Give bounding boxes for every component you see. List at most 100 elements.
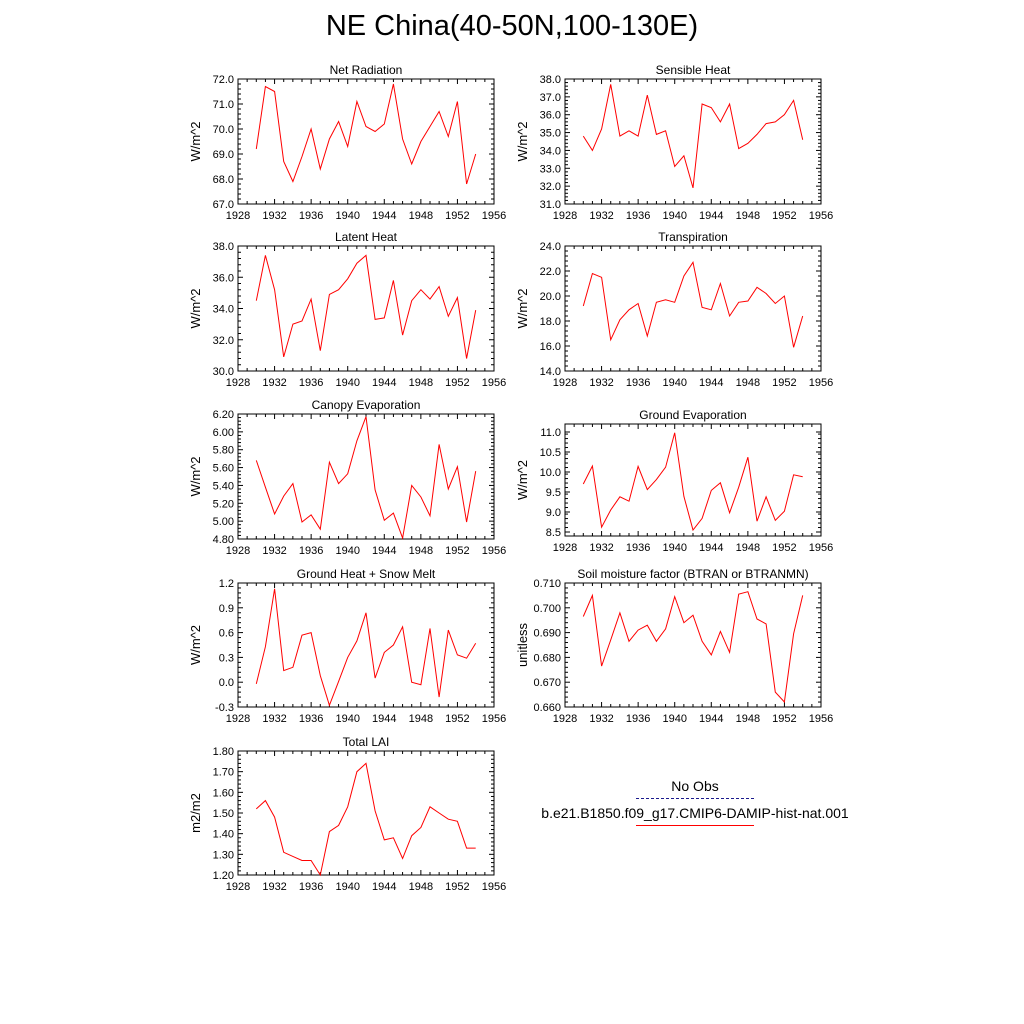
x-tick-label: 1948	[736, 210, 760, 222]
y-axis-label: W/m^2	[188, 625, 203, 665]
chart-title: Soil moisture factor (BTRAN or BTRANMN)	[577, 567, 808, 581]
chart-title: Ground Heat + Snow Melt	[297, 567, 436, 581]
x-tick-label: 1956	[809, 713, 833, 725]
x-tick-label: 1956	[482, 377, 506, 389]
x-tick-label: 1952	[772, 210, 796, 222]
y-tick-label: 34.0	[540, 145, 561, 157]
x-tick-label: 1948	[736, 713, 760, 725]
y-tick-label: 8.5	[546, 527, 561, 539]
y-axis-label: W/m^2	[515, 121, 530, 161]
chart-panel-6: Ground Evaporation W/m^2 1928 1932 1936 1940 1…	[515, 408, 833, 554]
y-tick-label: 5.40	[213, 480, 234, 492]
x-tick-label: 1940	[335, 713, 359, 725]
y-tick-label: 0.710	[533, 578, 561, 590]
y-tick-label: 30.0	[213, 366, 234, 378]
chart-title: Net Radiation	[330, 63, 403, 77]
x-tick-label: 1940	[335, 210, 359, 222]
y-tick-label: 24.0	[540, 241, 561, 253]
x-tick-label: 1932	[262, 545, 286, 557]
y-tick-label: 38.0	[540, 74, 561, 86]
y-tick-label: 72.0	[213, 74, 234, 86]
y-axis-label: W/m^2	[188, 288, 203, 328]
x-tick-label: 1940	[662, 377, 686, 389]
chart-title: Ground Evaporation	[639, 408, 746, 422]
y-tick-label: 5.00	[213, 516, 234, 528]
x-tick-label: 1948	[409, 210, 433, 222]
y-tick-label: 1.50	[213, 808, 234, 820]
y-axis-label: W/m^2	[188, 121, 203, 161]
plot-frame	[237, 78, 495, 205]
x-tick-label: 1952	[445, 377, 469, 389]
y-tick-label: 9.5	[546, 487, 561, 499]
x-tick-label: 1952	[445, 713, 469, 725]
y-tick-label: 1.40	[213, 829, 234, 841]
y-tick-label: 35.0	[540, 128, 561, 140]
y-tick-label: 6.20	[213, 409, 234, 421]
x-tick-label: 1932	[262, 881, 286, 893]
y-tick-label: 36.0	[540, 110, 561, 122]
plot-frame	[564, 423, 822, 537]
x-tick-label: 1936	[299, 713, 323, 725]
x-tick-label: 1956	[482, 881, 506, 893]
chart-panel-7: Ground Heat + Snow Melt W/m^2 1928 1932 1936…	[188, 567, 506, 725]
y-tick-label: 0.680	[533, 652, 561, 664]
x-tick-label: 1940	[662, 542, 686, 554]
y-tick-label: 18.0	[540, 316, 561, 328]
x-tick-label: 1948	[736, 542, 760, 554]
legend-label-model: b.e21.B1850.f09_g17.CMIP6-DAMIP-hist-nat…	[541, 805, 849, 821]
x-tick-label: 1928	[553, 713, 577, 725]
plot-frame	[237, 413, 495, 540]
y-tick-label: 34.0	[213, 304, 234, 316]
x-tick-label: 1956	[809, 377, 833, 389]
x-tick-label: 1948	[409, 881, 433, 893]
series-line	[255, 762, 476, 877]
x-tick-label: 1952	[445, 210, 469, 222]
x-tick-label: 1952	[772, 713, 796, 725]
x-tick-label: 1944	[699, 377, 723, 389]
x-tick-label: 1932	[589, 210, 613, 222]
x-tick-label: 1932	[589, 377, 613, 389]
legend-label-obs: No Obs	[671, 778, 719, 794]
x-tick-label: 1928	[553, 210, 577, 222]
chart-title: Transpiration	[658, 230, 728, 244]
y-tick-label: 16.0	[540, 341, 561, 353]
y-axis-label: unitless	[515, 622, 530, 667]
x-tick-label: 1956	[482, 210, 506, 222]
series-line	[255, 416, 477, 541]
y-axis-label: m2/m2	[188, 793, 203, 833]
y-tick-label: 22.0	[540, 266, 561, 278]
y-tick-label: 67.0	[213, 199, 234, 211]
x-tick-label: 1944	[372, 377, 396, 389]
chart-panel-5: Canopy Evaporation W/m^2 1928 1932 1936 1940 1…	[188, 398, 506, 557]
y-tick-label: 36.0	[213, 272, 234, 284]
x-tick-label: 1928	[553, 377, 577, 389]
x-tick-label: 1944	[372, 713, 396, 725]
x-tick-label: 1932	[589, 542, 613, 554]
plot-frame	[564, 582, 822, 708]
chart-title: Total LAI	[343, 735, 390, 749]
plot-frame	[237, 750, 495, 876]
x-tick-label: 1940	[335, 377, 359, 389]
x-tick-label: 1928	[226, 713, 250, 725]
y-tick-label: 0.9	[219, 603, 234, 615]
x-tick-label: 1936	[299, 545, 323, 557]
x-tick-label: 1928	[226, 210, 250, 222]
y-tick-label: 5.60	[213, 463, 234, 475]
y-tick-label: 0.6	[219, 628, 234, 640]
chart-title: Canopy Evaporation	[312, 398, 421, 412]
chart-panel-1: Net Radiation W/m^2 1928 1932 1936 1940 1944 19…	[188, 63, 506, 222]
x-tick-label: 1948	[409, 377, 433, 389]
chart-panel-3: Latent Heat W/m^2 1928 1932 1936 1940 1944 1948…	[188, 230, 506, 389]
y-tick-label: 4.80	[213, 534, 234, 546]
y-tick-label: 38.0	[213, 241, 234, 253]
y-tick-label: 1.20	[213, 870, 234, 882]
y-tick-label: 0.3	[219, 652, 234, 664]
x-tick-label: 1948	[409, 545, 433, 557]
y-tick-label: 1.60	[213, 787, 234, 799]
y-tick-label: 20.0	[540, 291, 561, 303]
y-tick-label: 0.700	[533, 603, 561, 615]
x-tick-label: 1952	[445, 881, 469, 893]
x-tick-label: 1944	[372, 545, 396, 557]
x-tick-label: 1948	[409, 713, 433, 725]
x-tick-label: 1936	[299, 210, 323, 222]
